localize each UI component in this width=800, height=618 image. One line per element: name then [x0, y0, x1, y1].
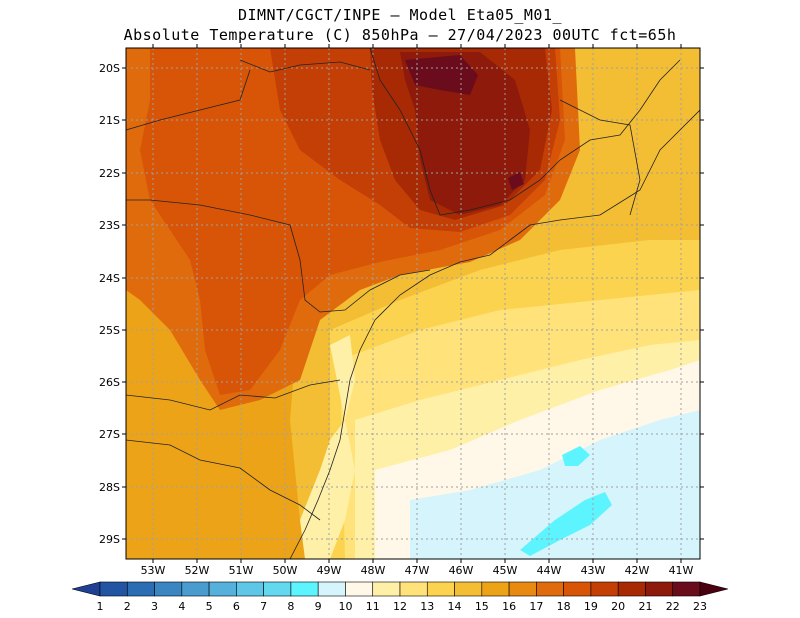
colorbar-left-arrow	[71, 581, 101, 597]
state-border-7	[559, 99, 641, 216]
colorbar-label: 7	[260, 600, 267, 613]
colorbar-label: 19	[584, 600, 598, 613]
band-23-spot	[508, 172, 524, 190]
lon-label: 53W	[141, 564, 166, 577]
lon-label: 46W	[449, 564, 474, 577]
lon-label: 47W	[405, 564, 430, 577]
state-border-1	[126, 199, 431, 313]
colorbar-swatch	[399, 581, 428, 597]
band-10	[410, 410, 700, 559]
colorbar-label: 12	[393, 600, 407, 613]
lon-labels: 53W 52W 51W 50W 49W 48W 47W 46W 45W 44W …	[141, 564, 694, 577]
lat-label: 20S	[99, 62, 120, 75]
colorbar-label: 13	[420, 600, 434, 613]
colorbar-swatch	[672, 581, 701, 597]
colorbar-swatch	[481, 581, 510, 597]
lat-label: 29S	[99, 533, 120, 546]
lat-label: 27S	[99, 428, 120, 441]
state-border-6	[126, 69, 251, 131]
colorbar-label: 21	[638, 600, 652, 613]
state-border-5	[239, 59, 371, 73]
colorbar-label: 22	[666, 600, 680, 613]
state-border-2	[126, 379, 341, 411]
lat-label: 23S	[99, 219, 120, 232]
coastline	[289, 109, 700, 559]
colorbar-swatch	[508, 581, 537, 597]
colorbar-swatch	[563, 581, 592, 597]
colorbar-label: 4	[178, 600, 185, 613]
colorbar-label: 3	[151, 600, 158, 613]
lat-label: 25S	[99, 324, 120, 337]
colorbar-label: 6	[233, 600, 240, 613]
colorbar-label: 1	[97, 600, 104, 613]
colorbar-label: 11	[366, 600, 380, 613]
lon-label: 49W	[317, 564, 342, 577]
colorbar-label: 17	[529, 600, 543, 613]
colorbar-swatch	[372, 581, 401, 597]
colorbar-swatch	[536, 581, 564, 597]
lat-label: 28S	[99, 481, 120, 494]
colorbar-right-arrow	[699, 581, 729, 597]
colorbar-swatch	[154, 581, 183, 597]
lat-label: 22S	[99, 167, 120, 180]
lon-label: 45W	[493, 564, 518, 577]
colorbar: 1 2 3 4 5 6 7 8 9 10 11 12 13 14 15 16 17 18 19 20 21 22 23	[71, 581, 729, 613]
lat-label: 24S	[99, 272, 120, 285]
colorbar-swatch	[181, 581, 210, 597]
map-subtitle: Absolute Temperature (C) 850hPa – 27/04/…	[123, 26, 677, 44]
lon-label: 48W	[361, 564, 386, 577]
colorbar-label: 18	[557, 600, 571, 613]
lon-label: 42W	[625, 564, 650, 577]
map-title: DIMNT/CGCT/INPE – Model Eta05_M01_	[237, 6, 563, 24]
lon-label: 50W	[273, 564, 298, 577]
colorbar-label: 8	[287, 600, 294, 613]
colorbar-swatch	[426, 581, 455, 597]
band-22	[400, 52, 530, 215]
borders	[126, 48, 700, 559]
colorbar-swatch	[617, 581, 646, 597]
axis-ticks	[122, 44, 704, 563]
colorbar-label: 5	[206, 600, 213, 613]
colorbar-swatch	[645, 581, 674, 597]
lon-label: 43W	[581, 564, 606, 577]
colorbar-swatch	[99, 581, 128, 597]
lon-label: 51W	[229, 564, 254, 577]
lon-label: 52W	[185, 564, 210, 577]
colorbar-swatch	[290, 581, 319, 597]
state-border-4	[369, 48, 681, 216]
colorbar-swatch	[345, 581, 374, 597]
lat-label: 21S	[99, 114, 120, 127]
colorbar-swatch	[263, 581, 292, 597]
colorbar-label: 9	[315, 600, 322, 613]
state-border-3	[126, 439, 321, 521]
colorbar-label: 20	[611, 600, 625, 613]
colorbar-swatch	[317, 581, 346, 597]
lat-label: 26S	[99, 376, 120, 389]
band-9-a	[520, 492, 612, 556]
colorbar-label: 14	[448, 600, 462, 613]
colorbar-swatch	[126, 581, 155, 597]
lon-label: 41W	[669, 564, 694, 577]
lat-labels: 20S 21S 22S 23S 24S 25S 26S 27S 28S 29S	[99, 62, 120, 546]
colorbar-label: 23	[693, 600, 707, 613]
band-23	[405, 55, 478, 95]
colorbar-label: 2	[124, 600, 131, 613]
lon-label: 44W	[537, 564, 562, 577]
band-9-b	[562, 446, 590, 466]
colorbar-label: 15	[475, 600, 489, 613]
band-coast	[300, 335, 355, 559]
band-15-east	[560, 48, 700, 250]
plot-frame	[125, 47, 701, 560]
colorbar-label: 10	[338, 600, 352, 613]
colorbar-swatch	[236, 581, 264, 597]
temperature-field	[126, 48, 700, 559]
colorbar-swatch	[208, 581, 237, 597]
colorbar-swatch	[590, 581, 619, 597]
gridlines	[126, 48, 700, 559]
colorbar-label: 16	[502, 600, 516, 613]
colorbar-swatch	[454, 581, 483, 597]
